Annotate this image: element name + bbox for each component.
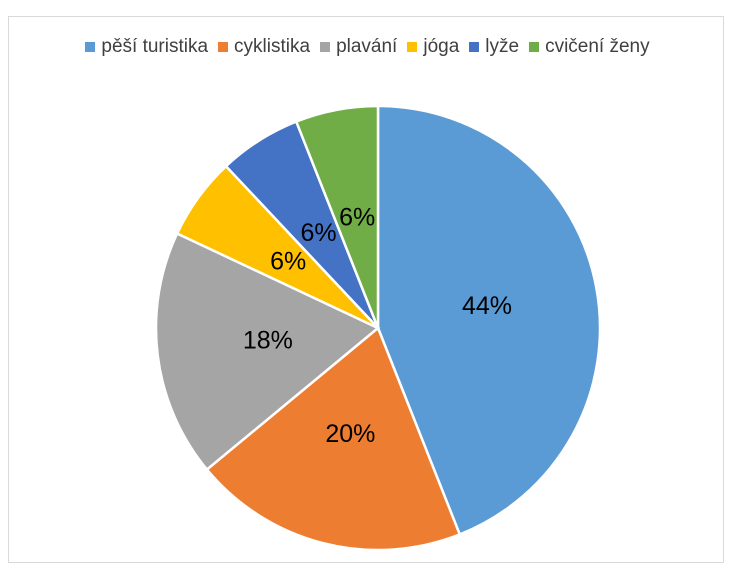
pie-slice — [294, 104, 380, 329]
legend-swatch — [320, 42, 331, 52]
legend-label: pěší turistika — [101, 36, 209, 57]
legend-label: lyže — [485, 36, 520, 57]
legend-swatch — [218, 42, 229, 52]
data-label: 20% — [325, 420, 375, 448]
legend-label: jóga — [423, 36, 460, 57]
legend-swatch — [85, 42, 96, 52]
data-label: 6% — [300, 219, 336, 247]
data-label: 6% — [339, 204, 375, 232]
legend-item: plavání — [320, 36, 397, 58]
chart-frame — [8, 16, 724, 563]
legend: pěší turistika cyklistika plavání jóga lyže c… — [0, 36, 735, 58]
legend-swatch — [529, 42, 540, 52]
data-label: 6% — [270, 247, 306, 275]
pie-slice — [154, 231, 381, 472]
pie-slice — [205, 325, 462, 552]
legend-label: cvičení ženy — [545, 36, 650, 57]
legend-label: cyklistika — [234, 36, 311, 57]
pie-slice — [376, 104, 602, 537]
data-label: 18% — [243, 327, 293, 355]
legend-item: lyže — [469, 36, 519, 58]
legend-swatch — [407, 42, 418, 52]
legend-item: pěší turistika — [85, 36, 208, 58]
legend-item: jóga — [407, 36, 459, 58]
legend-label: plavání — [336, 36, 398, 57]
legend-item: cyklistika — [218, 36, 310, 58]
legend-item: cvičení ženy — [529, 36, 650, 58]
data-label: 44% — [462, 292, 512, 320]
legend-swatch — [469, 42, 480, 52]
